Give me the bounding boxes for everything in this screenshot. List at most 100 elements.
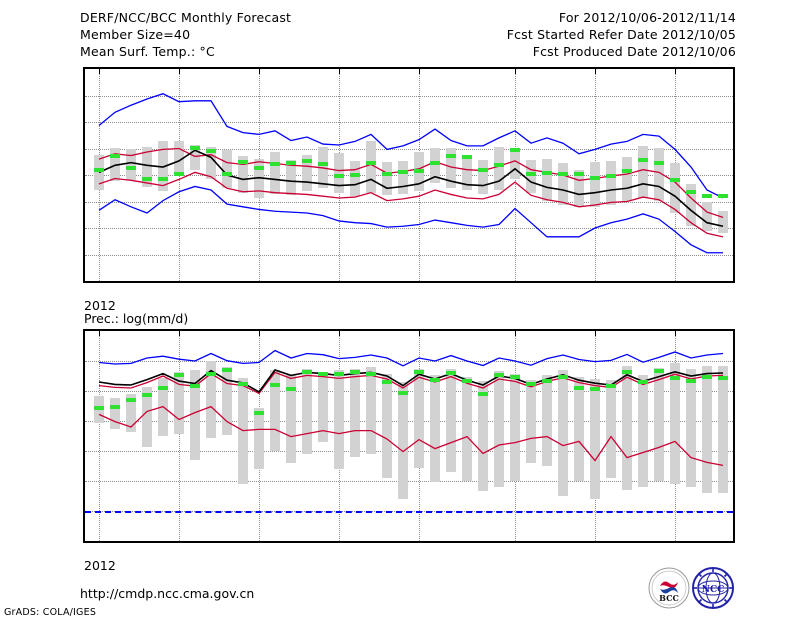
observed-marker <box>686 378 696 383</box>
observed-marker <box>382 380 392 384</box>
observed-marker <box>510 375 520 380</box>
observed-marker <box>606 173 616 178</box>
bcc-logo: BCC <box>648 567 690 609</box>
temperature-chart: 69121518212427306OCT11OCT16OCT21OCT26OCT… <box>83 67 735 283</box>
observed-marker <box>286 160 296 165</box>
ensemble-range-bar <box>638 375 648 487</box>
observed-marker <box>638 157 648 162</box>
gridline-horizontal <box>85 451 733 452</box>
observed-marker <box>222 368 232 372</box>
series-overlay <box>98 93 724 254</box>
observed-marker <box>126 165 136 170</box>
observed-marker <box>494 373 504 378</box>
ensemble-range-bar <box>190 370 200 460</box>
observed-marker <box>622 369 632 374</box>
observed-marker <box>718 194 728 199</box>
observed-marker <box>462 379 472 384</box>
ensemble-range-bar <box>590 161 600 207</box>
x-axis-tick-top <box>595 69 596 74</box>
ensemble-range-bar <box>254 159 264 198</box>
observed-marker <box>254 410 264 415</box>
observed-marker <box>206 371 216 376</box>
precipitation-axis-title: Prec.: log(mm/d) <box>84 311 189 326</box>
observed-marker <box>142 176 152 181</box>
observed-marker <box>238 159 248 164</box>
gridline-horizontal <box>85 95 733 97</box>
ensemble-range-bar <box>222 367 232 435</box>
observed-marker <box>414 370 424 375</box>
observed-marker <box>558 374 568 379</box>
observed-marker <box>510 148 520 153</box>
temperature-plot-area: 69121518212427306OCT11OCT16OCT21OCT26OCT… <box>85 69 733 281</box>
observed-marker <box>702 194 712 199</box>
ensemble-range-bar <box>462 156 472 190</box>
precipitation-chart: -5-4-3-2-10126OCT11OCT16OCT21OCT26OCT1NO… <box>83 329 735 543</box>
x-axis-tick-top <box>419 69 420 74</box>
observed-marker <box>350 173 360 177</box>
ensemble-range-bar <box>254 407 264 469</box>
observed-marker <box>254 165 264 170</box>
gridline-horizontal <box>85 361 733 362</box>
ensemble-range-bar <box>302 154 312 191</box>
website-url[interactable]: http://cmdp.ncc.cma.gov.cn <box>80 586 255 601</box>
fcst-produced-label: Fcst Produced Date 2012/10/06 <box>532 44 736 59</box>
observed-marker <box>718 376 728 381</box>
observed-marker <box>302 158 312 163</box>
observed-marker <box>654 369 664 374</box>
ensemble-range-bar <box>574 376 584 481</box>
temperature-year-label: 2012 <box>84 298 116 313</box>
forecast-period-label: For 2012/10/06-2012/11/14 <box>558 10 736 25</box>
forecast-title: DERF/NCC/BCC Monthly Forecast <box>80 10 292 25</box>
observed-marker <box>414 168 424 173</box>
ensemble-range-bar <box>126 394 136 432</box>
precipitation-floor-line <box>85 511 733 513</box>
ensemble-range-bar <box>142 146 152 188</box>
observed-marker <box>286 386 296 391</box>
ensemble-range-bar <box>350 368 360 457</box>
observed-marker <box>206 149 216 154</box>
ensemble-range-bar <box>654 147 664 202</box>
observed-marker <box>158 386 168 390</box>
observed-marker <box>174 373 184 378</box>
observed-marker <box>430 160 440 165</box>
observed-marker <box>462 155 472 160</box>
x-axis-tick-top <box>675 331 676 336</box>
ensemble-range-bar <box>286 159 296 196</box>
observed-marker <box>574 172 584 177</box>
series-overlay <box>98 349 724 467</box>
gridline-vertical <box>99 331 100 541</box>
observed-marker <box>94 167 104 172</box>
observed-marker <box>606 383 616 388</box>
ensemble-range-bar <box>270 152 280 195</box>
x-axis-tick-top <box>419 331 420 336</box>
x-axis-tick-top <box>595 331 596 336</box>
observed-marker <box>670 178 680 183</box>
observed-marker <box>302 370 312 375</box>
gridline-horizontal <box>85 148 733 150</box>
ensemble-range-bar <box>398 382 408 499</box>
ensemble-range-bar <box>430 147 440 183</box>
gridline-horizontal <box>85 201 733 203</box>
observed-marker <box>398 390 408 395</box>
ensemble-range-bar <box>686 369 696 487</box>
x-axis-tick-top <box>339 69 340 74</box>
ensemble-range-bar <box>494 146 504 190</box>
ensemble-range-bar <box>542 374 552 466</box>
ensemble-range-bar <box>478 381 488 492</box>
member-size-label: Member Size=40 <box>80 27 191 42</box>
ensemble-range-bar <box>590 379 600 499</box>
precipitation-plot-area: -5-4-3-2-10126OCT11OCT16OCT21OCT26OCT1NO… <box>85 331 733 541</box>
top-variable-label: Mean Surf. Temp.: °C <box>80 44 215 59</box>
observed-marker <box>542 379 552 384</box>
ensemble-range-bar <box>270 370 280 451</box>
ensemble-range-bar <box>718 211 728 234</box>
ensemble-range-bar <box>190 144 200 170</box>
ensemble-range-bar <box>702 365 712 493</box>
ensemble-range-bar <box>526 379 536 463</box>
ensemble-range-bar <box>110 147 120 182</box>
observed-marker <box>142 392 152 397</box>
ensemble-range-bar <box>670 162 680 213</box>
observed-marker <box>558 172 568 177</box>
ensemble-range-bar <box>334 370 344 469</box>
gridline-vertical <box>179 331 180 541</box>
